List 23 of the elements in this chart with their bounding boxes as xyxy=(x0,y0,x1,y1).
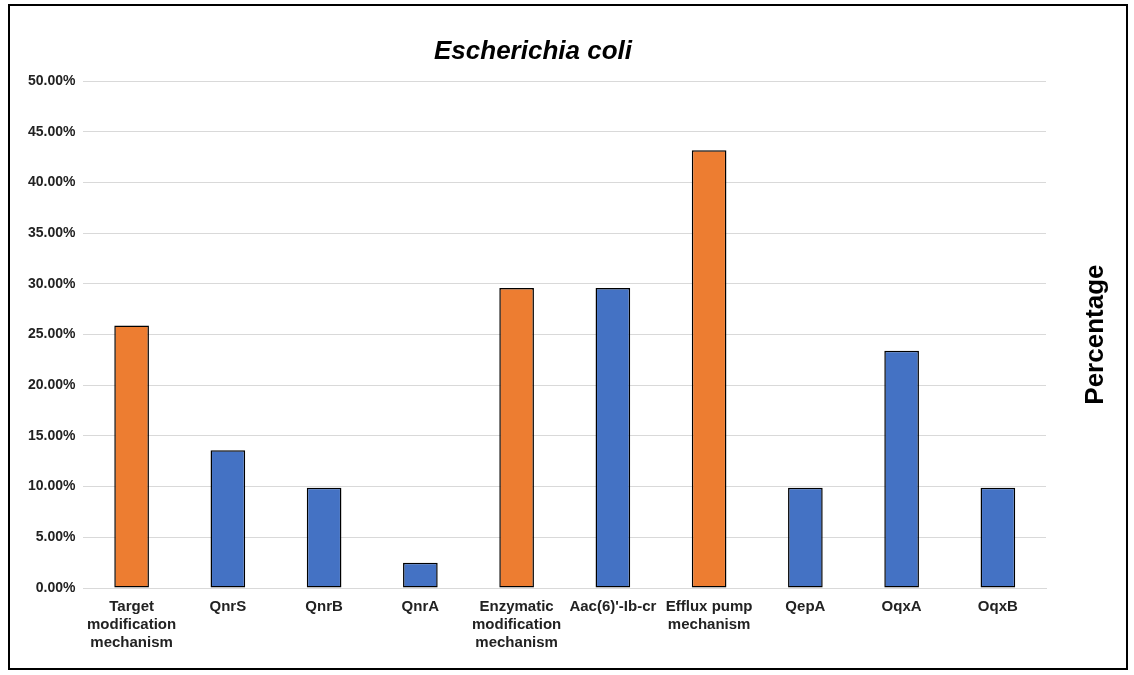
x-tick-label: Enzymatic modification mechanism xyxy=(472,597,562,651)
chart-title: Escherichia coli xyxy=(434,34,633,65)
x-tick-label: QepA xyxy=(785,597,826,615)
y-tick-label: 15.00% xyxy=(28,426,77,443)
y-axis-title: Percentage xyxy=(1079,264,1110,405)
x-tick-label: Target modification mechanism xyxy=(87,597,177,651)
x-tick-label: QnrA xyxy=(401,597,440,615)
x-tick-label: Aac(6)'-Ib-cr xyxy=(569,597,657,615)
x-tick-label: OqxB xyxy=(977,597,1019,615)
x-tick-label: Efflux pump mechanism xyxy=(665,597,753,633)
y-tick-label: 5.00% xyxy=(35,528,77,545)
y-tick-label: 25.00% xyxy=(28,325,77,342)
y-tick-label: 0.00% xyxy=(35,578,77,595)
y-tick-label: 10.00% xyxy=(28,477,77,494)
x-tick-label: OqxA xyxy=(881,597,922,615)
y-tick-label: 35.00% xyxy=(28,224,77,241)
y-tick-label: 20.00% xyxy=(28,376,77,393)
x-tick-label: QnrB xyxy=(305,597,344,615)
x-tick-label: QnrS xyxy=(209,597,247,615)
y-tick-label: 45.00% xyxy=(28,122,77,139)
y-tick-label: 40.00% xyxy=(28,173,77,190)
y-tick-label: 30.00% xyxy=(28,274,77,291)
y-tick-label: 50.00% xyxy=(28,72,77,89)
